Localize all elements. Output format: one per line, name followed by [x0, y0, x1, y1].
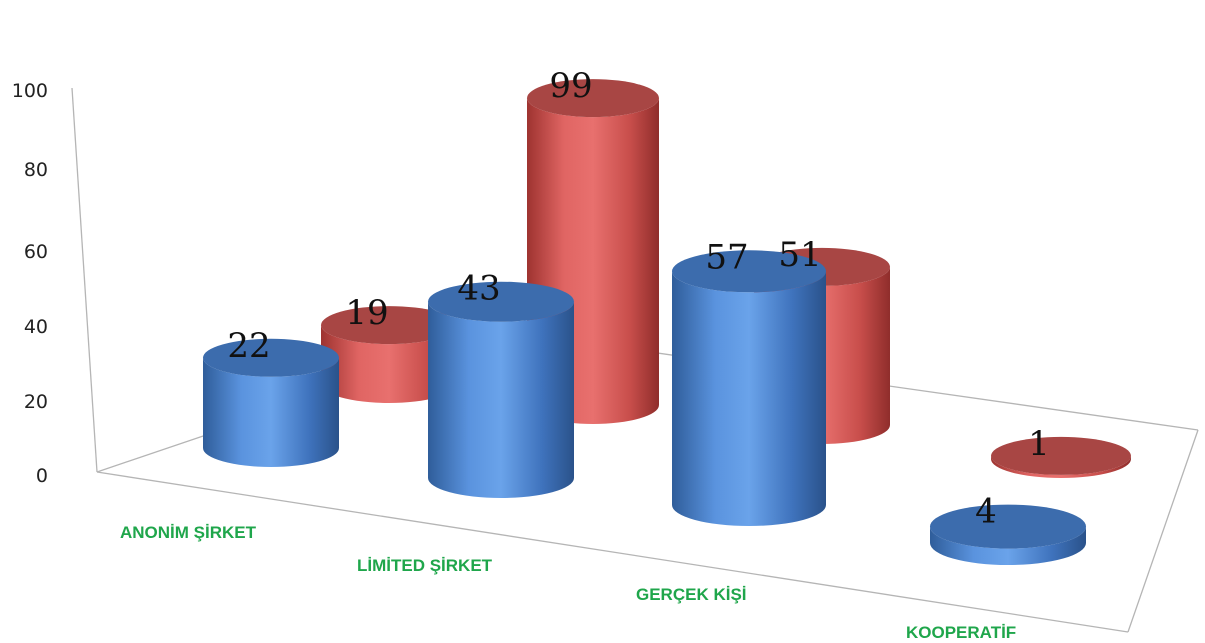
- cylinder-bar-red-0: [321, 306, 457, 403]
- cylinder-body: [991, 455, 1131, 478]
- cylinder-body: [672, 271, 826, 526]
- value-label: 22: [227, 326, 270, 366]
- cylinder-bar-red-3: [991, 436, 1131, 478]
- cylinder-top: [991, 436, 1131, 475]
- y-tick-label: 40: [24, 316, 48, 338]
- value-label: 19: [345, 293, 388, 333]
- value-label: 99: [549, 66, 592, 106]
- y-tick-label: 0: [36, 465, 48, 487]
- cylinder-top: [930, 504, 1086, 549]
- value-label: 51: [778, 235, 821, 275]
- y-tick-label: 20: [24, 391, 48, 413]
- cylinder-body: [203, 357, 339, 467]
- cylinder-top: [203, 338, 339, 377]
- category-label: LİMİTED ŞİRKET: [357, 556, 493, 575]
- floor-right-edge: [1127, 429, 1199, 633]
- y-tick-label: 100: [12, 80, 48, 102]
- cylinder-bar-blue-1: [428, 281, 574, 498]
- category-label: KOOPERATİF: [906, 623, 1016, 642]
- cylinder-top: [672, 250, 826, 293]
- cylinder-body: [321, 325, 457, 403]
- y-tick-label: 60: [24, 241, 48, 263]
- y-tick-labels: 0 20 40 60 80 100: [12, 80, 48, 487]
- cylinder-bars: [203, 79, 1131, 565]
- category-label: GERÇEK KİŞİ: [636, 585, 747, 604]
- cylinder-body: [428, 301, 574, 498]
- category-labels: ANONİM ŞİRKET LİMİTED ŞİRKET GERÇEK KİŞİ…: [120, 523, 1016, 642]
- value-label: 4: [975, 492, 997, 532]
- y-axis-line: [71, 87, 98, 473]
- cylinder-top: [527, 79, 659, 118]
- value-labels: 19 22 99 43 51 57 14: [227, 66, 1049, 531]
- category-label: ANONİM ŞİRKET: [120, 523, 257, 542]
- y-tick-label: 80: [24, 159, 48, 181]
- floor-front-edge: [96, 471, 1129, 633]
- value-label: 1: [1028, 424, 1050, 464]
- cylinder-bar-blue-2: [672, 250, 826, 526]
- value-label: 43: [457, 269, 500, 309]
- cylinder-bar-blue-0: [203, 338, 339, 467]
- value-label: 57: [705, 237, 748, 277]
- cylinder-top: [428, 281, 574, 322]
- cylinder-top: [321, 306, 457, 345]
- cylinder-body: [930, 526, 1086, 565]
- cylinder-bar-blue-3: [930, 504, 1086, 565]
